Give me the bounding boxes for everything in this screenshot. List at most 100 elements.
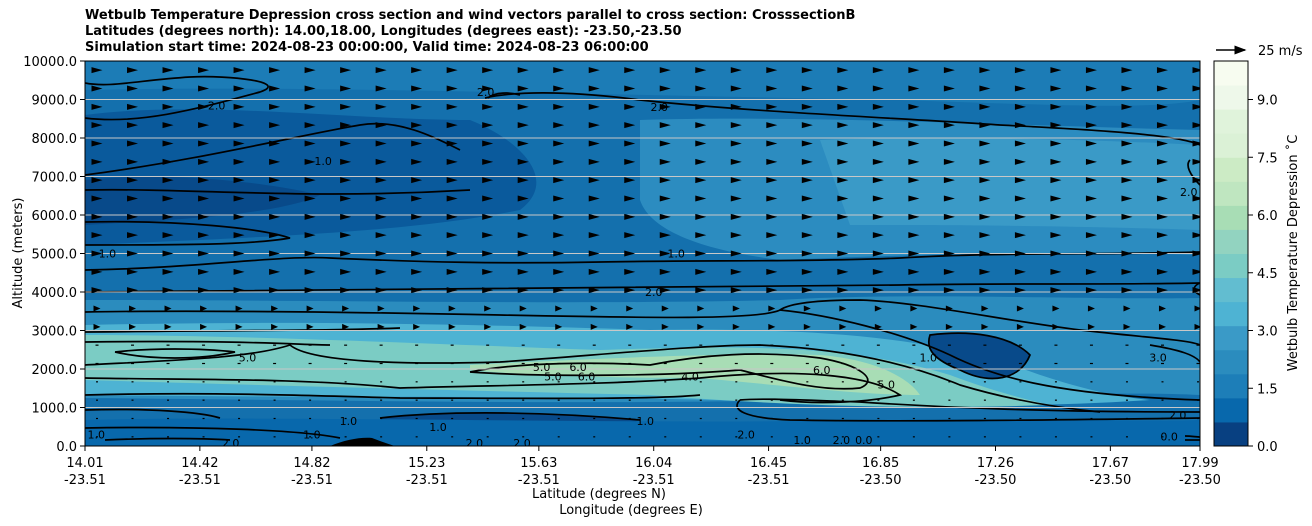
- wind-vector: [269, 268, 281, 275]
- wind-vector: [588, 177, 600, 184]
- contour-label: 5.0: [544, 371, 562, 384]
- wind-vector: [1121, 85, 1133, 92]
- contour-label: 6.0: [813, 364, 831, 377]
- wind-vector: [198, 67, 210, 74]
- terrain: [330, 437, 395, 446]
- x-tick-label-lon: -23.51: [291, 473, 333, 488]
- wind-vector: [482, 232, 494, 239]
- wind-vector: [269, 85, 281, 92]
- wind-vector: [127, 250, 139, 257]
- x-tick-label-lat: 17.67: [1092, 456, 1129, 471]
- wind-vector: [803, 305, 811, 312]
- wind-vector: [661, 323, 669, 330]
- wind-vectors: [91, 67, 1200, 438]
- wind-vector: [340, 140, 352, 147]
- wind-vector: [981, 305, 989, 312]
- x-tick-label-lat: 14.01: [66, 456, 103, 471]
- wind-vector: [375, 250, 387, 257]
- wind-vector: [624, 177, 636, 184]
- wind-vector: [659, 232, 671, 239]
- wind-vector: [1192, 85, 1200, 92]
- colorbar-segment: [1214, 133, 1248, 158]
- contour-line: [85, 344, 1101, 413]
- contour-label: 2.0: [1169, 409, 1187, 422]
- wind-vector: [517, 122, 529, 129]
- wind-vector: [1085, 232, 1097, 239]
- contour-line: [484, 92, 1200, 146]
- wind-vector: [1192, 67, 1200, 74]
- colorbar-segment: [1214, 181, 1248, 206]
- wind-vector: [979, 85, 991, 92]
- wind-vector: [553, 140, 565, 147]
- x-tick-label-lat: 15.23: [408, 456, 445, 471]
- wind-vector: [375, 287, 387, 294]
- wind-vector: [766, 140, 778, 147]
- contour-label: 0.0: [1160, 430, 1178, 443]
- wind-vector: [162, 268, 174, 275]
- x-tick-label-lat: 15.63: [520, 456, 557, 471]
- wind-vector: [482, 213, 494, 220]
- wind-vector: [375, 140, 387, 147]
- wind-vector: [979, 158, 991, 165]
- wind-vector: [198, 250, 210, 257]
- contour-line: [85, 251, 1200, 271]
- wind-vector: [766, 67, 778, 74]
- wind-vector: [766, 85, 778, 92]
- wind-vector: [943, 67, 955, 74]
- wind-vector: [979, 268, 991, 275]
- wind-vector: [659, 195, 671, 202]
- wind-vector: [1087, 305, 1095, 312]
- wind-vector: [730, 85, 742, 92]
- contour-label: 2.0: [466, 437, 484, 450]
- wind-vector: [446, 232, 458, 239]
- wind-vector: [91, 67, 103, 74]
- wind-vector: [304, 85, 316, 92]
- wind-vector: [162, 195, 174, 202]
- wind-vector: [127, 85, 139, 92]
- wind-vector: [695, 250, 707, 257]
- quiver-key-label: 25 m/s: [1258, 44, 1303, 59]
- wind-vector: [269, 177, 281, 184]
- wind-vector: [446, 103, 458, 110]
- wind-vector: [624, 232, 636, 239]
- wind-vector: [837, 85, 849, 92]
- wind-vector: [1156, 213, 1168, 220]
- wind-vector: [1052, 305, 1060, 312]
- wind-vector: [517, 140, 529, 147]
- contour-label: 2.0: [513, 437, 531, 450]
- wind-vector: [981, 323, 989, 330]
- wind-vector: [943, 195, 955, 202]
- wind-vector: [1158, 305, 1166, 312]
- wind-vector: [695, 140, 707, 147]
- wind-vector: [1156, 140, 1168, 147]
- wind-vector: [304, 213, 316, 220]
- wind-vector: [553, 85, 565, 92]
- wind-vector: [1014, 287, 1026, 294]
- wind-vector: [1050, 195, 1062, 202]
- wind-vector: [1014, 177, 1026, 184]
- wind-vector: [626, 305, 634, 312]
- wind-vector: [1192, 122, 1200, 129]
- wind-vector: [375, 158, 387, 165]
- wind-vector: [553, 177, 565, 184]
- wind-vector: [162, 122, 174, 129]
- x-tick-label-lat: 17.99: [1181, 456, 1218, 471]
- wind-vector: [874, 305, 882, 312]
- wind-vector: [979, 195, 991, 202]
- wind-vector: [908, 158, 920, 165]
- wind-vector: [553, 250, 565, 257]
- wind-vector: [908, 287, 920, 294]
- wind-vector: [1085, 268, 1097, 275]
- colorbar-tick-label: 6.0: [1257, 209, 1278, 224]
- wind-vector: [517, 177, 529, 184]
- wind-vector: [517, 268, 529, 275]
- wind-vector: [590, 323, 598, 330]
- wind-vector: [872, 195, 884, 202]
- wind-vector: [413, 305, 421, 312]
- wind-vector: [446, 213, 458, 220]
- wind-vector: [730, 158, 742, 165]
- contour-label: 5.0: [533, 361, 551, 374]
- wind-vector: [1192, 268, 1200, 275]
- wind-vector: [874, 323, 882, 330]
- contour-label: 2.0: [477, 86, 495, 99]
